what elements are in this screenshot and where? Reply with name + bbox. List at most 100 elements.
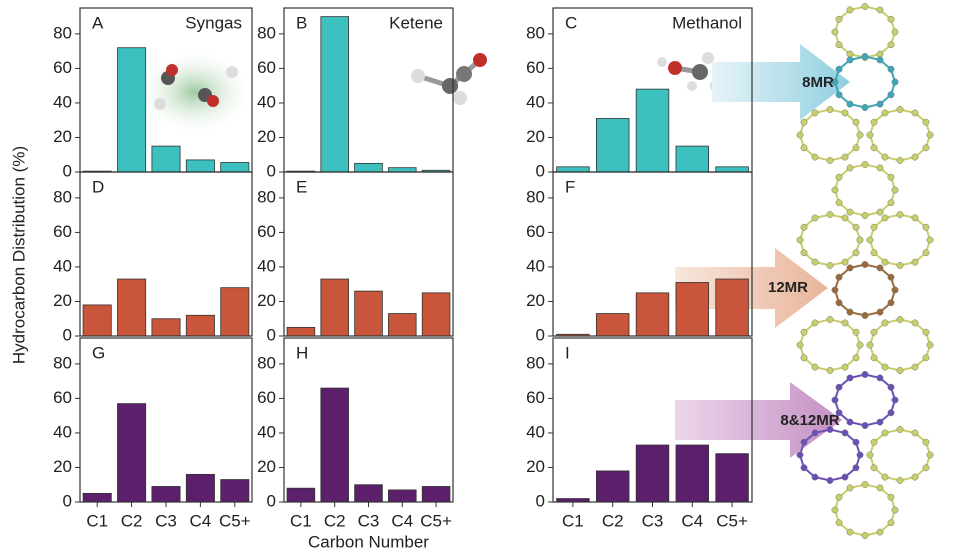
zeolite-ring — [833, 483, 897, 537]
bar — [286, 487, 316, 503]
zeolite-atom — [887, 409, 895, 417]
y-tick-label: 60 — [53, 58, 72, 77]
zeolite-atom — [870, 464, 878, 472]
zeolite-atom — [870, 223, 878, 231]
zeolite-atom — [846, 56, 854, 64]
y-tick-label: 20 — [53, 457, 72, 476]
x-tick-label: C4 — [190, 511, 212, 530]
x-tick-label: C1 — [562, 511, 584, 530]
y-tick-label: 20 — [257, 457, 276, 476]
zeolite-atom — [846, 308, 854, 316]
y-tick-label: 20 — [53, 291, 72, 310]
bar — [185, 314, 215, 337]
zeolite-atom — [896, 106, 904, 113]
x-tick-label: C1 — [86, 511, 108, 530]
y-tick-label: 20 — [526, 457, 545, 476]
zeolite-atom — [841, 258, 849, 266]
panel-letter: G — [92, 343, 105, 362]
zeolite-atom — [870, 118, 878, 126]
bar — [388, 167, 417, 173]
zeolite-ring — [798, 428, 862, 482]
arrow-label: 12MR — [768, 279, 808, 296]
zeolite-atom — [876, 6, 884, 14]
zeolite-atom — [896, 367, 904, 374]
y-axis-label: Hydrocarbon Distribution (%) — [9, 146, 28, 364]
zeolite-atom — [876, 418, 884, 426]
bar — [421, 292, 451, 337]
decoration — [135, 44, 850, 458]
zeolite-ring — [868, 213, 932, 267]
panel-letter: B — [296, 13, 307, 32]
zeolite-atom — [896, 262, 904, 269]
zeolite-atom — [811, 153, 819, 161]
zeolite-atom — [852, 118, 860, 126]
zeolite-atom — [835, 91, 843, 99]
x-tick-label: C5+ — [716, 511, 748, 530]
y-tick-label: 20 — [257, 127, 276, 146]
zeolite-atom — [826, 426, 834, 433]
x-tick-label: C3 — [642, 511, 664, 530]
zeolite-atom — [866, 131, 874, 139]
y-tick-label: 40 — [257, 256, 276, 275]
bar — [117, 47, 147, 173]
zeolite-atom — [841, 153, 849, 161]
zeolite-atom — [861, 3, 869, 10]
plot-frame — [552, 337, 753, 503]
zeolite-atom — [841, 363, 849, 371]
zeolite-atom — [861, 104, 869, 111]
y-tick-label: 0 — [536, 325, 545, 344]
zeolite-atom — [861, 312, 869, 319]
x-tick-label: C3 — [358, 511, 380, 530]
y-tick-label: 60 — [526, 222, 545, 241]
y-tick-label: 80 — [53, 23, 72, 42]
zeolite-atom — [800, 438, 808, 446]
y-tick-label: 60 — [257, 388, 276, 407]
bar — [675, 145, 710, 173]
y-tick-label: 60 — [257, 58, 276, 77]
zeolite-atom — [811, 473, 819, 481]
bar — [635, 88, 670, 173]
zeolite-atom — [887, 65, 895, 73]
zeolite-atom — [911, 214, 919, 222]
zeolite-atom — [800, 328, 808, 336]
zeolite-atom — [887, 383, 895, 391]
y-tick-label: 0 — [536, 161, 545, 180]
x-tick-label: C2 — [121, 511, 143, 530]
y-tick-label: 40 — [526, 92, 545, 111]
bar — [117, 278, 147, 337]
zeolite-atom — [811, 363, 819, 371]
zeolite-atom — [926, 131, 934, 139]
zeolite-atom — [846, 208, 854, 216]
atom — [154, 98, 166, 110]
zeolite-atom — [881, 214, 889, 222]
zeolite-atom — [861, 532, 869, 539]
bar — [185, 473, 215, 503]
zeolite-atom — [835, 273, 843, 281]
zeolite-atom — [846, 484, 854, 492]
zeolite-atom — [876, 374, 884, 382]
zeolite-atom — [852, 328, 860, 336]
zeolite-atom — [856, 131, 864, 139]
zeolite-atom — [811, 214, 819, 222]
zeolite-atom — [826, 477, 834, 484]
zeolite-atom — [870, 354, 878, 362]
x-tick-label: C5+ — [420, 511, 452, 530]
y-tick-label: 60 — [526, 58, 545, 77]
zeolite-atom — [846, 528, 854, 536]
zeolite-atom — [835, 383, 843, 391]
zeolite-atom — [876, 56, 884, 64]
zeolite-atom — [841, 319, 849, 327]
zeolite-atom — [866, 451, 874, 459]
panel-title: Syngas — [185, 13, 242, 32]
bar — [151, 486, 181, 503]
bar — [675, 444, 710, 503]
y-tick-label: 40 — [526, 422, 545, 441]
zeolite-atom — [835, 199, 843, 207]
bar — [151, 145, 181, 173]
y-tick-label: 0 — [267, 325, 276, 344]
panel-letter: A — [92, 13, 104, 32]
panel-title: Ketene — [389, 13, 443, 32]
x-tick-label: C4 — [681, 511, 703, 530]
bar — [220, 479, 250, 503]
zeolite-atom — [800, 118, 808, 126]
